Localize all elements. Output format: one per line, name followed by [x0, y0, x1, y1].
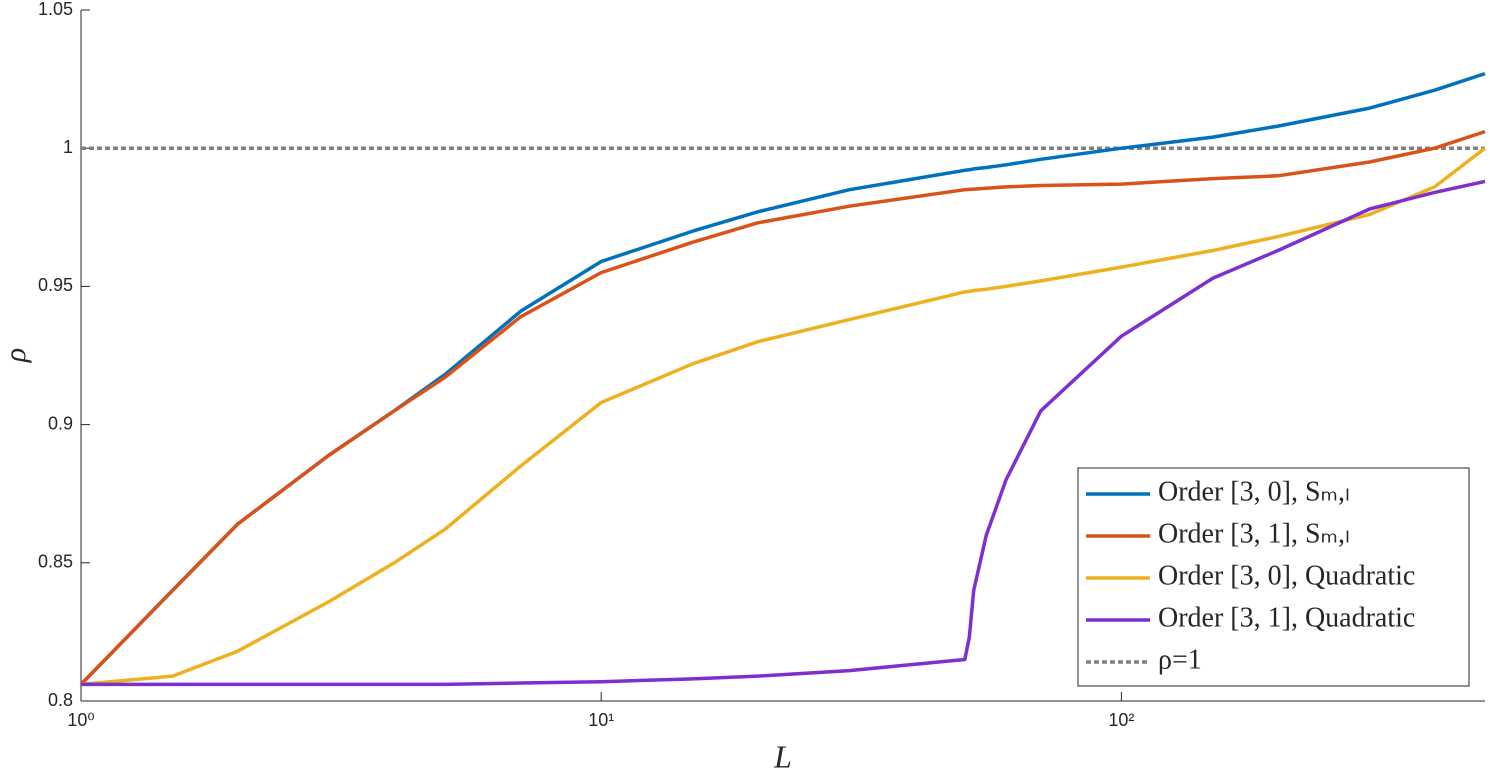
- y-tick-label: 0.95: [38, 275, 73, 295]
- y-tick-label: 1.05: [38, 0, 73, 19]
- y-tick-label: 0.8: [48, 690, 73, 710]
- x-tick-label: 10²: [1108, 710, 1134, 730]
- legend-label: Order [3, 0], Quadratic: [1158, 560, 1415, 591]
- y-tick-label: 1: [63, 137, 73, 157]
- legend-label: Order [3, 1], Sₘ,ₗ: [1158, 518, 1350, 549]
- legend-label: Order [3, 1], Quadratic: [1158, 602, 1415, 633]
- series-line: [80, 146, 1487, 687]
- x-axis-label: L: [773, 738, 792, 774]
- x-tick-label: 10¹: [588, 710, 614, 730]
- legend-label: ρ=1: [1158, 644, 1202, 675]
- y-tick-label: 0.85: [38, 552, 73, 572]
- series-line: [81, 179, 1486, 687]
- y-axis-label: ρ: [0, 348, 32, 363]
- legend-label: Order [3, 0], Sₘ,ₗ: [1158, 476, 1350, 507]
- y-tick-label: 0.9: [48, 413, 73, 433]
- x-tick-label: 10⁰: [67, 710, 94, 730]
- series-line: [79, 129, 1486, 686]
